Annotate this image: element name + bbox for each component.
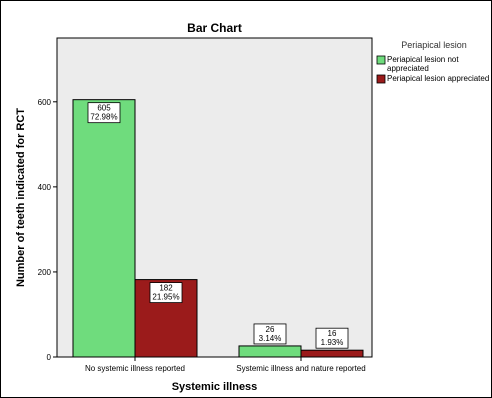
x-tick-label: No systemic illness reported: [85, 364, 185, 373]
x-axis-title: Systemic illness: [172, 381, 258, 393]
legend-label: Periapical lesion appreciated: [387, 74, 489, 83]
y-axis: 0 200 400 600: [38, 98, 57, 362]
data-label-percent: 21.95%: [152, 293, 179, 302]
bar: [72, 99, 136, 358]
x-axis: No systemic illness reported Systemic ill…: [85, 357, 366, 373]
data-label-box: [149, 282, 183, 303]
y-tick-label: 400: [38, 183, 52, 192]
legend-title: Periapical lesion: [401, 40, 467, 50]
data-label-box: [253, 323, 287, 345]
legend-swatch: [376, 74, 386, 84]
data-label-count: 16: [328, 329, 337, 338]
data-label-box: [315, 327, 349, 349]
data-label-count: 182: [159, 284, 173, 293]
data-label-box: [87, 102, 121, 124]
legend-swatch: [376, 55, 386, 65]
data-label-count: 605: [97, 104, 111, 113]
x-tick-label: Systemic illness and nature reported: [236, 364, 365, 373]
legend-label: Periapical lesion not appreciated: [387, 55, 459, 73]
y-axis-title: Number of teeth indicated for RCT: [15, 108, 27, 287]
bar: [300, 349, 364, 358]
bar: [238, 345, 302, 358]
y-tick-label: 600: [38, 98, 52, 107]
chart-title: Bar Chart: [187, 21, 242, 35]
data-label-percent: 3.14%: [259, 334, 282, 343]
data-label-percent: 72.98%: [90, 113, 117, 122]
data-label-count: 26: [266, 325, 275, 334]
legend: Periapical lesion Periapical lesion not ap…: [376, 40, 489, 84]
data-label-percent: 1.93%: [321, 338, 344, 347]
y-tick-label: 0: [47, 353, 52, 362]
y-tick-label: 200: [38, 268, 52, 277]
